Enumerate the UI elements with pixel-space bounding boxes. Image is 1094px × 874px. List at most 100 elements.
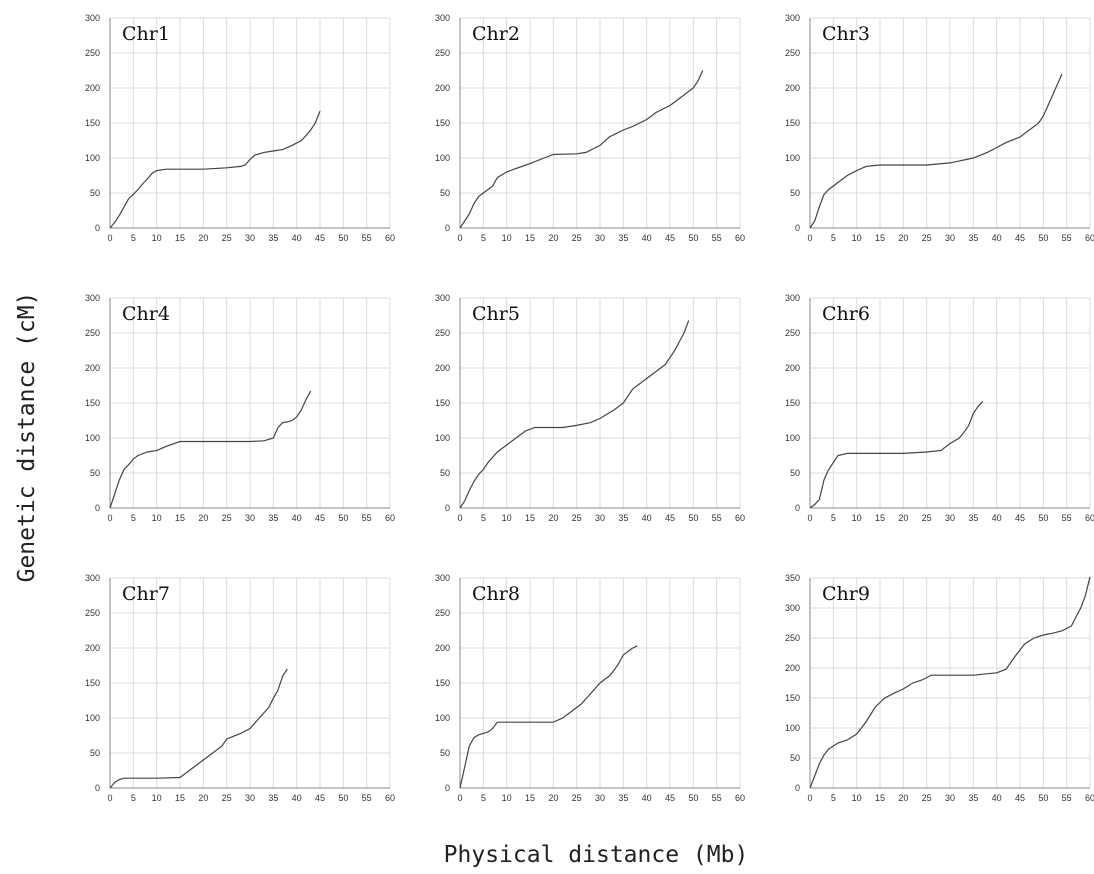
x-tick-label: 15 [175,793,185,803]
x-tick-label: 25 [922,513,932,523]
x-tick-label: 0 [107,793,112,803]
y-tick-label: 150 [85,398,100,408]
x-tick-label: 30 [245,513,255,523]
x-tick-label: 10 [152,513,162,523]
y-tick-label: 300 [85,293,100,303]
x-tick-label: 10 [852,233,862,243]
x-tick-label: 10 [502,233,512,243]
y-tick-label: 150 [85,678,100,688]
x-tick-label: 55 [1062,233,1072,243]
x-tick-label: 5 [481,793,486,803]
panel-1: 0 5 10 15 20 25 30 35 40 45 50 55 60 0 50 100 150 200 250 3… [85,13,395,243]
x-tick-label: 40 [642,233,652,243]
series-line [809,73,1063,229]
x-tick-label: 50 [338,513,348,523]
y-tick-label: 200 [85,363,100,373]
x-tick-label: 35 [618,233,628,243]
x-tick-label: 55 [1062,513,1072,523]
x-tick-label: 20 [198,793,208,803]
y-tick-label: 100 [85,713,100,723]
y-tick-label: 0 [445,783,450,793]
y-tick-label: 150 [435,678,450,688]
y-tick-label: 250 [785,48,800,58]
y-tick-label: 150 [435,398,450,408]
y-axis-title: Genetic distance (cM) [14,292,40,583]
x-tick-label: 35 [268,793,278,803]
y-tick-label: 150 [85,118,100,128]
x-tick-label: 15 [525,233,535,243]
x-tick-label: 45 [665,513,675,523]
y-tick-label: 150 [785,398,800,408]
x-tick-label: 35 [618,513,628,523]
x-tick-label: 45 [315,513,325,523]
y-tick-label: 300 [785,13,800,23]
x-tick-label: 40 [292,793,302,803]
x-tick-label: 30 [595,793,605,803]
x-tick-label: 20 [198,233,208,243]
series-line [459,70,704,229]
y-tick-label: 0 [95,223,100,233]
y-tick-label: 100 [435,153,450,163]
x-tick-label: 20 [548,513,558,523]
panel-title: Chr4 [122,303,170,325]
x-tick-label: 35 [618,793,628,803]
x-tick-label: 25 [222,233,232,243]
y-tick-label: 0 [795,503,800,513]
series-line [809,401,984,509]
x-tick-label: 60 [735,513,745,523]
y-tick-label: 50 [790,188,800,198]
x-tick-label: 45 [315,793,325,803]
panel-title: Chr6 [822,303,870,325]
panel-7: 0 5 10 15 20 25 30 35 40 45 50 55 60 0 50 100 150 200 250 3… [85,573,395,803]
y-tick-label: 250 [85,48,100,58]
x-tick-label: 15 [175,233,185,243]
x-tick-label: 10 [852,513,862,523]
y-tick-label: 200 [435,643,450,653]
x-tick-label: 40 [642,793,652,803]
x-tick-label: 30 [595,233,605,243]
x-tick-label: 0 [807,513,812,523]
y-tick-label: 0 [795,783,800,793]
x-tick-label: 25 [572,793,582,803]
y-tick-label: 100 [435,433,450,443]
x-tick-label: 30 [945,793,955,803]
y-tick-label: 0 [95,783,100,793]
x-tick-label: 60 [1085,793,1094,803]
x-tick-label: 0 [457,513,462,523]
x-tick-label: 35 [968,513,978,523]
x-tick-label: 50 [1038,513,1048,523]
x-tick-label: 15 [875,233,885,243]
panel-title: Chr9 [822,583,870,605]
y-tick-label: 200 [435,83,450,93]
panel-8: 0 5 10 15 20 25 30 35 40 45 50 55 60 0 50 100 150 200 250 3… [435,573,745,803]
y-tick-label: 150 [435,118,450,128]
x-tick-label: 50 [688,513,698,523]
x-tick-label: 30 [595,513,605,523]
x-tick-label: 15 [875,793,885,803]
x-tick-label: 25 [222,513,232,523]
x-tick-label: 55 [712,793,722,803]
y-tick-label: 250 [85,608,100,618]
x-tick-label: 45 [1015,233,1025,243]
x-tick-label: 15 [175,513,185,523]
x-tick-label: 40 [992,233,1002,243]
chart-panels: 0 5 10 15 20 25 30 35 40 45 50 55 600501001502002503… [85,13,1094,803]
x-tick-label: 25 [922,793,932,803]
x-tick-label: 10 [502,793,512,803]
x-tick-label: 40 [992,513,1002,523]
panel-6: 0 5 10 15 20 25 30 35 40 45 50 55 60 0 50 100 150 200 250 3… [785,293,1094,523]
x-tick-label: 50 [338,793,348,803]
x-tick-label: 60 [385,513,395,523]
x-tick-label: 50 [688,793,698,803]
x-tick-label: 5 [131,233,136,243]
series-line [109,390,312,509]
y-tick-label: 150 [785,693,800,703]
x-tick-label: 0 [107,513,112,523]
x-tick-label: 20 [898,513,908,523]
series-line [809,576,1091,789]
x-tick-label: 10 [852,793,862,803]
panel-4: 0 5 10 15 20 25 30 35 40 45 50 55 60 0 50 100 150 200 250 3… [85,293,395,523]
y-tick-label: 50 [440,468,450,478]
y-tick-label: 300 [435,573,450,583]
x-tick-label: 10 [152,233,162,243]
